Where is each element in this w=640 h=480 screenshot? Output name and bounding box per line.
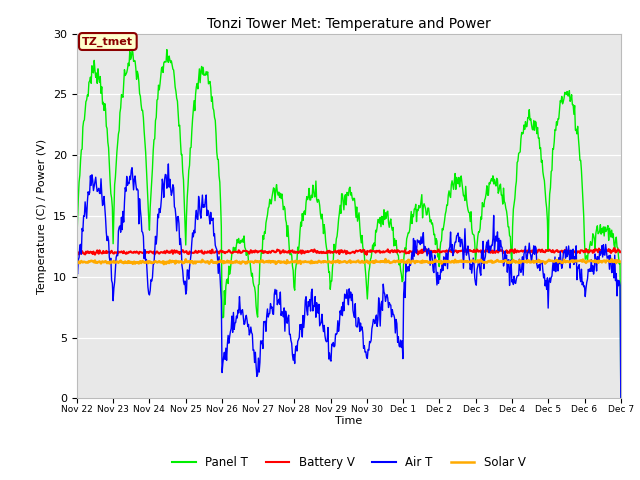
Air T xyxy=(73,267,81,273)
Solar V xyxy=(223,259,230,265)
Air T xyxy=(223,342,231,348)
Battery V xyxy=(83,250,90,256)
Air T xyxy=(416,238,424,244)
Panel T xyxy=(73,241,81,247)
Panel T xyxy=(223,276,231,282)
Battery V xyxy=(617,249,625,255)
Text: TZ_tmet: TZ_tmet xyxy=(83,36,133,47)
Solar V xyxy=(139,258,147,264)
Y-axis label: Temperature (C) / Power (V): Temperature (C) / Power (V) xyxy=(37,138,47,294)
Solar V xyxy=(416,259,424,264)
Air T xyxy=(617,396,625,401)
Solar V xyxy=(73,261,81,267)
Panel T xyxy=(195,76,202,82)
Panel T xyxy=(83,97,90,103)
Battery V xyxy=(416,250,424,255)
Solar V xyxy=(194,259,202,265)
Solar V xyxy=(83,260,90,265)
Panel T xyxy=(139,108,147,113)
Air T xyxy=(139,229,147,235)
X-axis label: Time: Time xyxy=(335,417,362,426)
Legend: Panel T, Battery V, Air T, Solar V: Panel T, Battery V, Air T, Solar V xyxy=(168,452,530,474)
Solar V xyxy=(431,257,439,263)
Battery V xyxy=(139,250,147,256)
Line: Solar V: Solar V xyxy=(77,259,621,264)
Panel T xyxy=(163,47,171,52)
Title: Tonzi Tower Met: Temperature and Power: Tonzi Tower Met: Temperature and Power xyxy=(207,17,491,31)
Battery V xyxy=(223,249,230,255)
Panel T xyxy=(416,205,424,211)
Air T xyxy=(164,161,172,167)
Solar V xyxy=(617,259,625,265)
Solar V xyxy=(381,256,389,262)
Panel T xyxy=(617,396,625,401)
Panel T xyxy=(431,242,439,248)
Battery V xyxy=(73,252,81,257)
Battery V xyxy=(431,250,439,255)
Air T xyxy=(431,257,439,263)
Air T xyxy=(83,216,90,221)
Battery V xyxy=(610,245,618,251)
Battery V xyxy=(194,250,202,255)
Line: Battery V: Battery V xyxy=(77,248,621,255)
Line: Panel T: Panel T xyxy=(77,49,621,398)
Air T xyxy=(195,193,202,199)
Battery V xyxy=(363,252,371,258)
Line: Air T: Air T xyxy=(77,164,621,398)
